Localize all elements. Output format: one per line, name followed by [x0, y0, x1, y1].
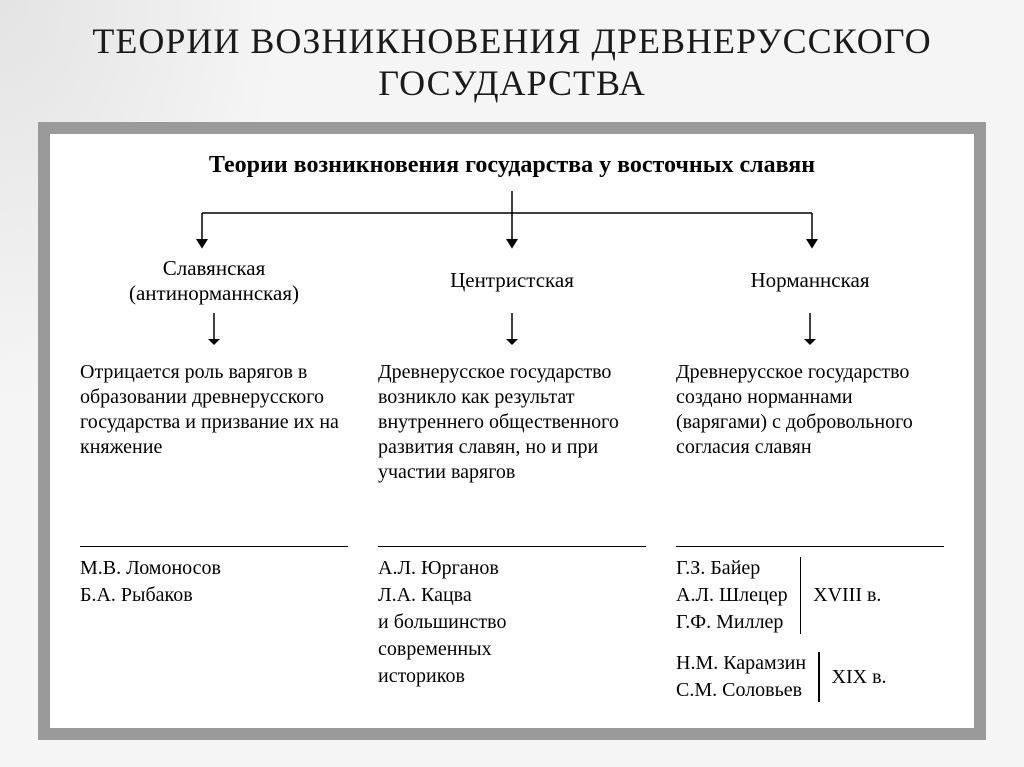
historian-name: Г.З. Байер: [676, 555, 788, 582]
vertical-separator: [800, 557, 802, 634]
columns-row: Славянская(антинорманнская) Отрицается р…: [70, 255, 954, 704]
diagram-title: Теории возникновения государства у восто…: [70, 152, 954, 179]
historian-period: XVIII в.: [813, 582, 881, 609]
diagram-frame: Теории возникновения государства у восто…: [38, 122, 986, 740]
historian-group: М.В. ЛомоносовБ.А. Рыбаков: [80, 555, 348, 609]
historian-name: А.Л. Юрганов: [378, 555, 646, 582]
theory-column-1: Центристская Древнерусское государство в…: [378, 255, 646, 704]
historians: М.В. ЛомоносовБ.А. Рыбаков: [80, 555, 348, 609]
divider: [378, 546, 646, 547]
vertical-separator: [818, 652, 820, 702]
historian-names: Н.М. КарамзинС.М. Соловьев: [676, 650, 806, 704]
historian-name: Г.Ф. Миллер: [676, 609, 788, 636]
theory-name-line2: (антинорманнская): [129, 281, 299, 306]
historian-group: А.Л. ЮргановЛ.А. Кацваи большинствосовре…: [378, 555, 646, 690]
theory-name: Славянская(антинорманнская): [80, 255, 348, 307]
historian-name: С.М. Соловьев: [676, 677, 806, 704]
historian-name: Л.А. Кацва: [378, 582, 646, 609]
historians: Г.З. БайерА.Л. ШлецерГ.Ф. Миллер XVIII в.…: [676, 555, 944, 704]
theory-column-0: Славянская(антинорманнская) Отрицается р…: [80, 255, 348, 704]
arrow-down-icon: [378, 311, 646, 352]
theory-description: Древнерусское государство создано норман…: [676, 356, 944, 536]
slide-title: ТЕОРИИ ВОЗНИКНОВЕНИЯ ДРЕВНЕРУССКОГО ГОСУ…: [30, 20, 994, 104]
divider: [676, 546, 944, 547]
theory-name: Центристская: [378, 255, 646, 307]
historian-name: современных: [378, 636, 646, 663]
historian-group: Г.З. БайерА.Л. ШлецерГ.Ф. Миллер XVIII в.: [676, 555, 944, 636]
historian-row: Г.З. БайерА.Л. ШлецерГ.Ф. Миллер XVIII в.: [676, 555, 944, 636]
theory-name-line1: Норманнская: [751, 268, 870, 293]
historian-name: и большинство: [378, 609, 646, 636]
root-connector: [70, 185, 954, 255]
theory-name: Норманнская: [676, 255, 944, 307]
slide-container: ТЕОРИИ ВОЗНИКНОВЕНИЯ ДРЕВНЕРУССКОГО ГОСУ…: [0, 0, 1024, 760]
historian-name: Н.М. Карамзин: [676, 650, 806, 677]
historian-name: историков: [378, 663, 646, 690]
historian-name: Б.А. Рыбаков: [80, 582, 348, 609]
theory-description: Древнерусское государство возникло как р…: [378, 356, 646, 536]
theory-name-line1: Славянская: [163, 256, 266, 281]
theory-column-2: Норманнская Древнерусское государство со…: [676, 255, 944, 704]
arrow-down-icon: [676, 311, 944, 352]
historian-name: А.Л. Шлецер: [676, 582, 788, 609]
historian-row: Н.М. КарамзинС.М. Соловьев XIX в.: [676, 650, 944, 704]
theory-description: Отрицается роль варягов в образовании др…: [80, 356, 348, 536]
arrow-down-icon: [80, 311, 348, 352]
divider: [80, 546, 348, 547]
historian-group: Н.М. КарамзинС.М. Соловьев XIX в.: [676, 650, 944, 704]
historian-period: XIX в.: [832, 664, 887, 691]
historian-name: М.В. Ломоносов: [80, 555, 348, 582]
theory-name-line1: Центристская: [450, 268, 574, 293]
historians: А.Л. ЮргановЛ.А. Кацваи большинствосовре…: [378, 555, 646, 690]
historian-names: Г.З. БайерА.Л. ШлецерГ.Ф. Миллер: [676, 555, 788, 636]
